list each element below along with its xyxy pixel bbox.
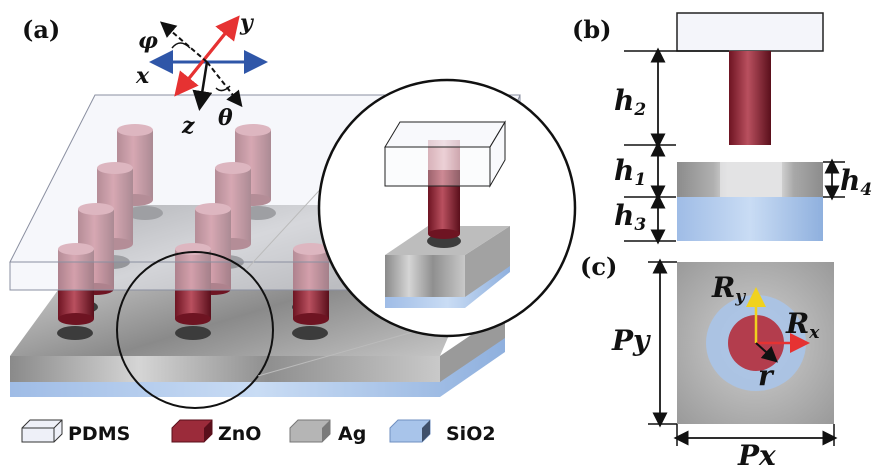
panel-c-label: (c) xyxy=(580,252,617,281)
y-axis-arrow-down xyxy=(174,19,238,97)
hole xyxy=(175,326,211,340)
coordinate-axes: x y z φ θ xyxy=(135,10,268,139)
h4-label: h4 xyxy=(840,164,872,200)
legend-item-pdms: PDMS xyxy=(21,419,130,445)
phi-arc xyxy=(171,42,191,49)
x-axis-label: x xyxy=(135,63,150,89)
legend-label-ag: Ag xyxy=(338,423,366,445)
panel-a-label: (a) xyxy=(22,15,60,44)
panel-b: (b) h2 h1 h3 h4 xyxy=(572,12,872,245)
px-label: Px xyxy=(737,439,776,465)
legend-item-ag: Ag xyxy=(289,419,366,445)
py-label: Py xyxy=(611,324,651,357)
selection-circle xyxy=(116,251,274,409)
phi-label: φ xyxy=(138,28,158,54)
h1-label: h1 xyxy=(614,154,646,190)
cell-dimension-lines xyxy=(648,258,838,446)
panel-a: (a) xyxy=(9,10,577,409)
rx-label: Rx xyxy=(785,307,820,343)
theta-arc xyxy=(215,85,231,92)
r-label: r xyxy=(758,359,775,392)
y-axis-label: y xyxy=(239,10,255,36)
dimension-lines xyxy=(624,47,845,245)
legend-label-zno: ZnO xyxy=(218,423,261,445)
legend-item-zno: ZnO xyxy=(171,419,261,445)
zno-pillar-side xyxy=(729,51,771,145)
r-arrow xyxy=(755,342,778,363)
h3-label: h3 xyxy=(614,199,646,235)
h2-label: h2 xyxy=(614,84,646,120)
legend-label-pdms: PDMS xyxy=(68,423,130,445)
hole xyxy=(292,326,328,340)
legend-label-sio2: SiO2 xyxy=(446,423,496,445)
ry-label: Ry xyxy=(711,271,746,307)
pdms-block xyxy=(676,12,824,52)
panel-b-label: (b) xyxy=(572,15,612,44)
hole xyxy=(57,326,93,340)
ag-hole-section xyxy=(720,162,782,197)
legend-item-sio2: SiO2 xyxy=(389,419,496,445)
magnified-unit-cell xyxy=(317,78,577,338)
z-axis-arrow xyxy=(192,61,213,111)
z-axis-label: z xyxy=(181,113,195,139)
legend: PDMS ZnO Ag SiO2 xyxy=(21,419,496,445)
phi-direction-arrow xyxy=(159,21,208,63)
sio2-layer-section xyxy=(677,197,823,241)
zoom-line xyxy=(257,329,421,377)
theta-direction-arrow xyxy=(206,61,243,108)
theta-label: θ xyxy=(218,105,233,131)
ag-layer-front xyxy=(10,356,440,382)
panel-c: (c) Ry Rx r Py Px xyxy=(580,252,838,465)
